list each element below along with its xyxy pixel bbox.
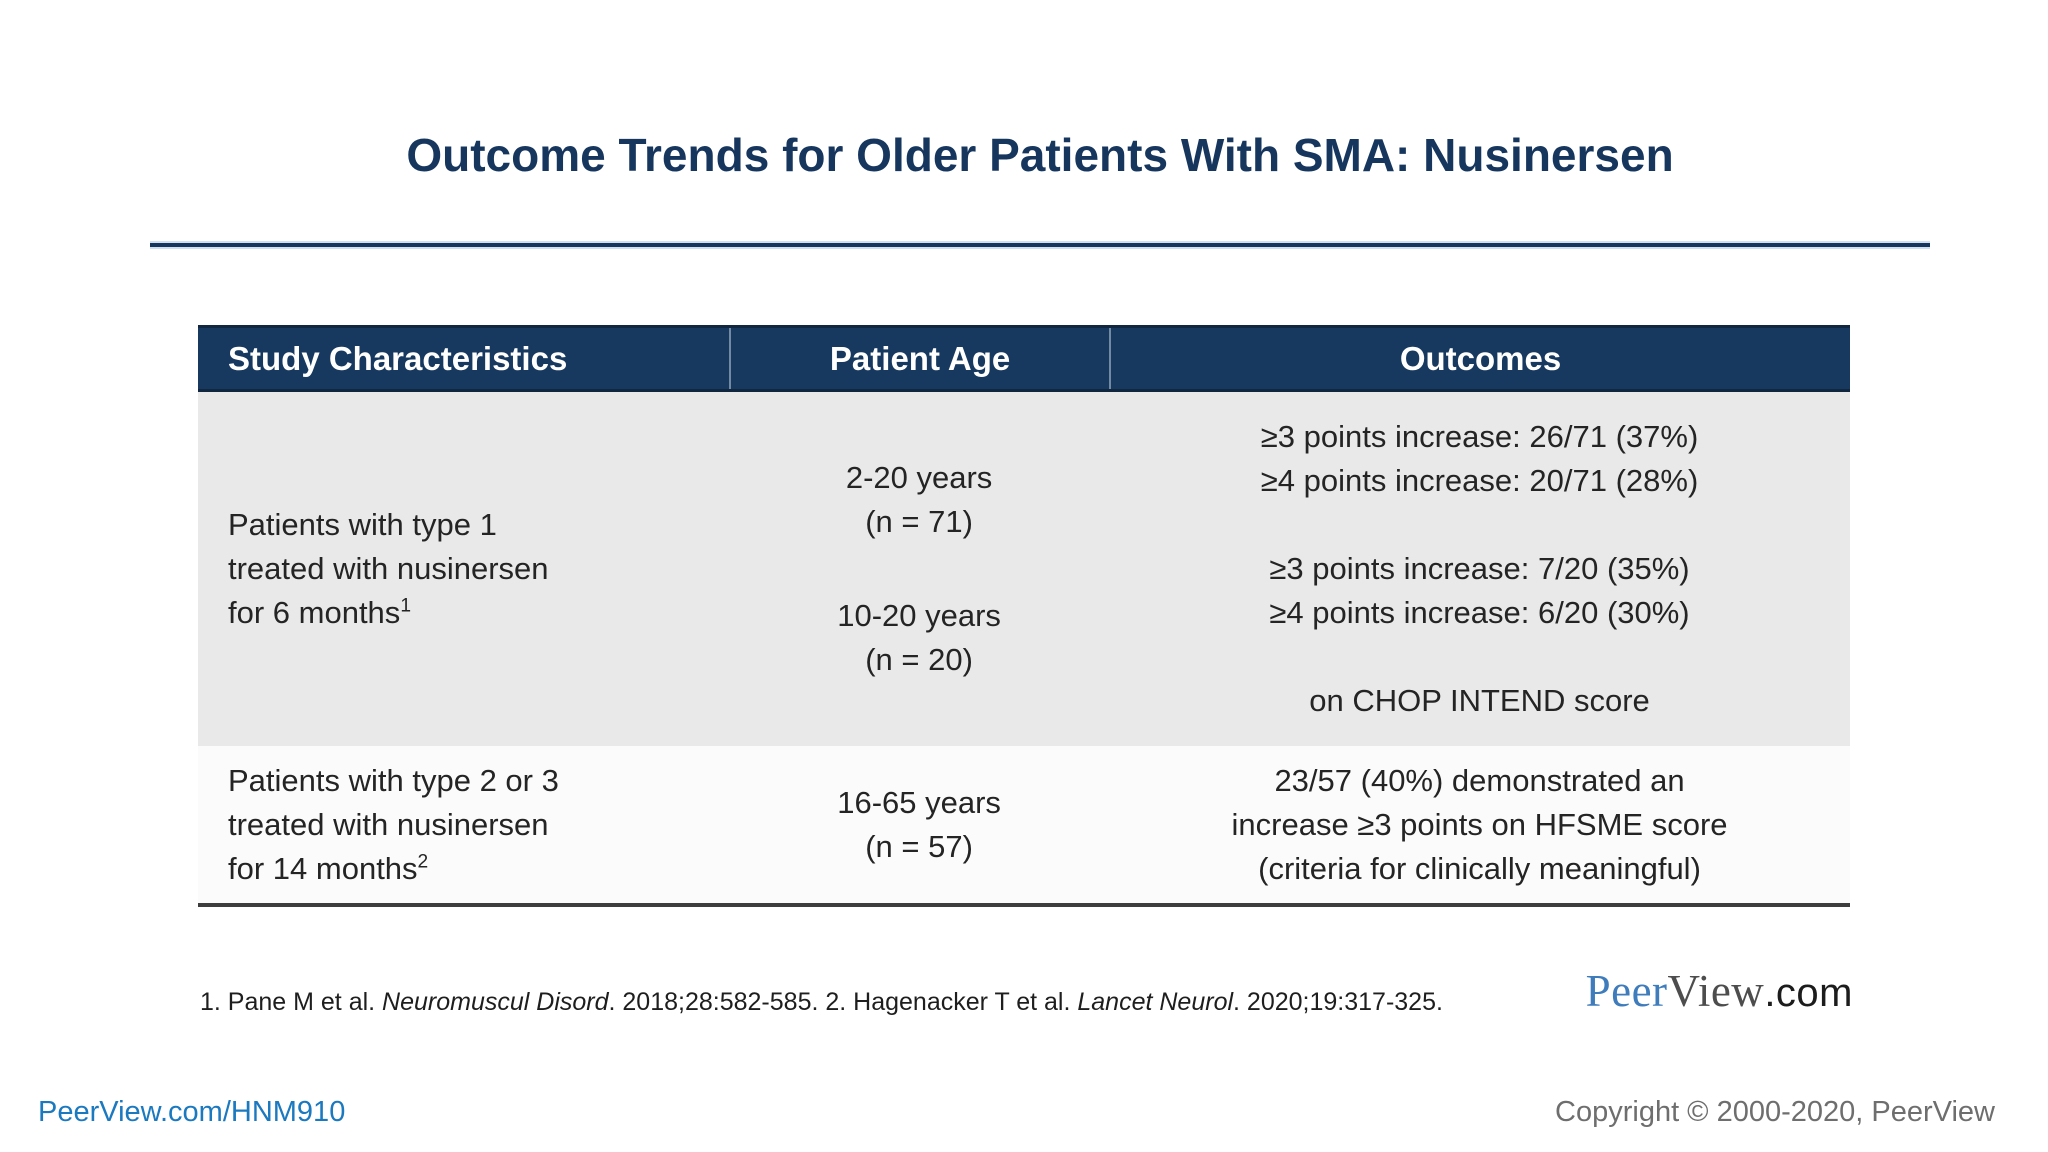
reference-text: . 2018;28:582-585. 2. Hagenacker T et al…	[608, 988, 1078, 1016]
outcome-line: 23/57 (40%) demonstrated an	[1274, 762, 1685, 798]
age-range: 2-20 years	[845, 460, 993, 495]
logo-peer: Peer	[1585, 966, 1668, 1016]
reference-superscript: 1	[400, 595, 411, 617]
column-header-patient-age: Patient Age	[729, 328, 1109, 389]
outcome-line: increase ≥3 points on HFSME score	[1231, 806, 1728, 842]
study-description-type1: Patients with type 1 treated with nusine…	[228, 503, 549, 635]
age-group-2: 10-20 years (n = 20)	[837, 594, 1001, 682]
cell-outcomes-type1: ≥3 points increase: 26/71 (37%) ≥4 point…	[1109, 392, 1850, 746]
reference-journal: Neuromuscul Disord	[382, 988, 609, 1016]
study-line: treated with nusinersen	[228, 806, 549, 842]
study-line: Patients with type 2 or 3	[228, 762, 559, 798]
age-n: (n = 20)	[865, 642, 973, 677]
outcome-group-2: ≥3 points increase: 7/20 (35%) ≥4 points…	[1269, 547, 1689, 635]
logo-view: View	[1667, 966, 1765, 1016]
study-line: for 6 months	[228, 595, 401, 630]
study-line: for 14 months	[228, 850, 418, 886]
outcome-line: ≥3 points increase: 26/71 (37%)	[1260, 419, 1699, 454]
age-group-1: 16-65 years (n = 57)	[837, 781, 1001, 869]
age-n: (n = 71)	[865, 504, 973, 539]
age-range: 16-65 years	[837, 784, 1001, 820]
footer-program-link[interactable]: PeerView.com/HNM910	[38, 1096, 346, 1128]
age-group-1: 2-20 years (n = 71)	[846, 456, 992, 544]
title-divider	[150, 243, 1930, 247]
cell-outcomes-type2or3: 23/57 (40%) demonstrated an increase ≥3 …	[1109, 746, 1850, 903]
outcome-line: ≥3 points increase: 7/20 (35%)	[1269, 551, 1690, 586]
study-line: Patients with type 1	[228, 507, 497, 542]
cell-study-type2or3: Patients with type 2 or 3 treated with n…	[198, 746, 729, 903]
outcome-line: ≥4 points increase: 6/20 (30%)	[1269, 595, 1690, 630]
table-header-row: Study Characteristics Patient Age Outcom…	[198, 325, 1850, 392]
column-header-outcomes: Outcomes	[1109, 328, 1850, 389]
outcome-line: (criteria for clinically meaningful)	[1258, 850, 1701, 886]
peerview-logo: PeerView.com	[1586, 965, 1853, 1017]
page-title: Outcome Trends for Older Patients With S…	[406, 129, 1674, 181]
age-range: 10-20 years	[837, 598, 1001, 633]
outcome-score-note: on CHOP INTEND score	[1309, 683, 1650, 718]
column-header-study-characteristics: Study Characteristics	[228, 339, 568, 377]
reference-journal: Lancet Neurol	[1077, 988, 1234, 1016]
logo-com: .com	[1764, 971, 1853, 1015]
copyright-notice: Copyright © 2000-2020, PeerView	[1555, 1096, 1995, 1128]
reference-text: . 2020;19:317-325.	[1233, 988, 1443, 1016]
references: 1. Pane M et al. Neuromuscul Disord. 201…	[200, 988, 1443, 1017]
table-row-type2or3: Patients with type 2 or 3 treated with n…	[198, 746, 1850, 903]
table-row-type1: Patients with type 1 treated with nusine…	[198, 392, 1850, 746]
outcome-group-1: ≥3 points increase: 26/71 (37%) ≥4 point…	[1261, 415, 1698, 503]
study-description-type2or3: Patients with type 2 or 3 treated with n…	[228, 759, 559, 891]
cell-age-type1: 2-20 years (n = 71) 10-20 years (n = 20)	[729, 392, 1109, 746]
reference-superscript: 2	[417, 851, 429, 873]
outcomes-table: Study Characteristics Patient Age Outcom…	[198, 325, 1850, 907]
outcome-line: ≥4 points increase: 20/71 (28%)	[1260, 463, 1699, 498]
age-n: (n = 57)	[865, 828, 973, 864]
reference-text: 1. Pane M et al.	[200, 988, 383, 1016]
study-line: treated with nusinersen	[228, 551, 549, 586]
cell-age-type2or3: 16-65 years (n = 57)	[729, 746, 1109, 903]
cell-study-type1: Patients with type 1 treated with nusine…	[198, 392, 729, 746]
